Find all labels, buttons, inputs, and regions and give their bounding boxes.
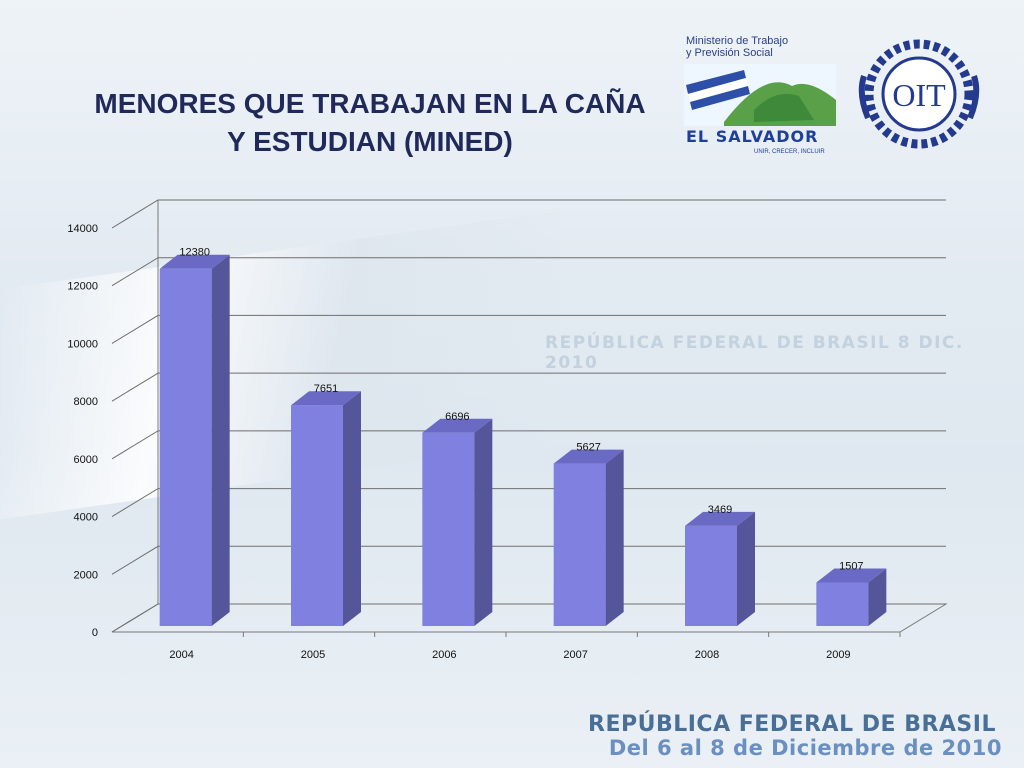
bar-front	[685, 525, 737, 626]
logo-tagline: UNIR, CRECER, INCLUIR	[754, 149, 825, 155]
bar-top	[422, 418, 493, 433]
bar-front	[816, 582, 869, 626]
bar-top	[291, 391, 361, 406]
title-line-2: Y ESTUDIAN (MINED)	[227, 126, 513, 157]
data-label: 3469	[708, 504, 732, 516]
logo-country: EL SALVADOR	[686, 127, 818, 146]
bar-side	[343, 391, 361, 626]
chart-bars: 12380 7651 6696 5627 3469 1507	[159, 247, 887, 626]
y-tick-label: 2000	[74, 569, 98, 581]
x-tick-label: 2009	[826, 649, 850, 661]
y-tick-label: 14000	[67, 223, 98, 235]
data-label: 12380	[179, 247, 210, 259]
bar-front	[553, 463, 606, 626]
bar-top	[816, 568, 887, 583]
gridline	[111, 199, 946, 229]
bar-side	[737, 511, 755, 626]
gridline	[111, 372, 946, 402]
slide-title: MENORES QUE TRABAJAN EN LA CAÑA Y ESTUDI…	[60, 85, 680, 161]
gridline	[111, 257, 946, 287]
bar-side	[211, 254, 230, 626]
bar-top	[685, 511, 755, 526]
ministerio-line2: y Previsión Social	[686, 47, 773, 59]
background-watermark: REPÚBLICA FEDERAL DE BRASIL 8 DIC. 2010	[545, 333, 964, 373]
data-label: 5627	[576, 442, 600, 454]
bar-top	[159, 254, 230, 269]
chart-grid	[111, 199, 948, 633]
bar-front	[159, 268, 212, 626]
x-tick-label: 2007	[563, 649, 587, 661]
bar-side	[868, 568, 887, 626]
bar-front	[422, 432, 475, 626]
chart-axis: 0 2000 4000 6000 8000 10000 12000 14000 2004 2005…	[67, 223, 901, 661]
x-tick-label: 2008	[695, 649, 719, 661]
y-tick-label: 10000	[67, 338, 98, 350]
gridline	[111, 603, 946, 633]
data-label: 6696	[445, 411, 469, 423]
gridline	[111, 545, 946, 575]
gridline	[111, 430, 946, 460]
data-label: 1507	[839, 561, 863, 573]
oit-text: OIT	[892, 77, 946, 113]
x-tick-label: 2006	[432, 649, 456, 661]
x-tick-label: 2004	[169, 649, 193, 661]
data-label: 7651	[314, 383, 338, 395]
y-tick-label: 8000	[74, 396, 98, 408]
footer-date: Del 6 al 8 de Diciembre de 2010	[608, 736, 1002, 760]
footer-title: REPÚBLICA FEDERAL DE BRASIL	[588, 712, 996, 737]
gridline	[111, 314, 946, 344]
bar-front	[291, 405, 343, 626]
chart-left-wall	[111, 200, 159, 633]
gridline	[111, 488, 946, 517]
bar-side	[474, 418, 493, 626]
oit-logo: OIT	[858, 39, 980, 149]
y-tick-label: 6000	[74, 454, 98, 466]
y-tick-label: 0	[92, 627, 98, 639]
ministerio-logo: Ministerio de Trabajo y Previsión Social…	[684, 35, 836, 155]
y-tick-label: 4000	[74, 512, 98, 524]
title-line-1: MENORES QUE TRABAJAN EN LA CAÑA	[94, 88, 646, 119]
ministerio-line1: Ministerio de Trabajo	[686, 35, 788, 47]
x-tick-label: 2005	[301, 649, 325, 661]
bar-top	[553, 449, 624, 464]
bar-side	[605, 449, 624, 626]
y-tick-label: 12000	[67, 281, 98, 293]
